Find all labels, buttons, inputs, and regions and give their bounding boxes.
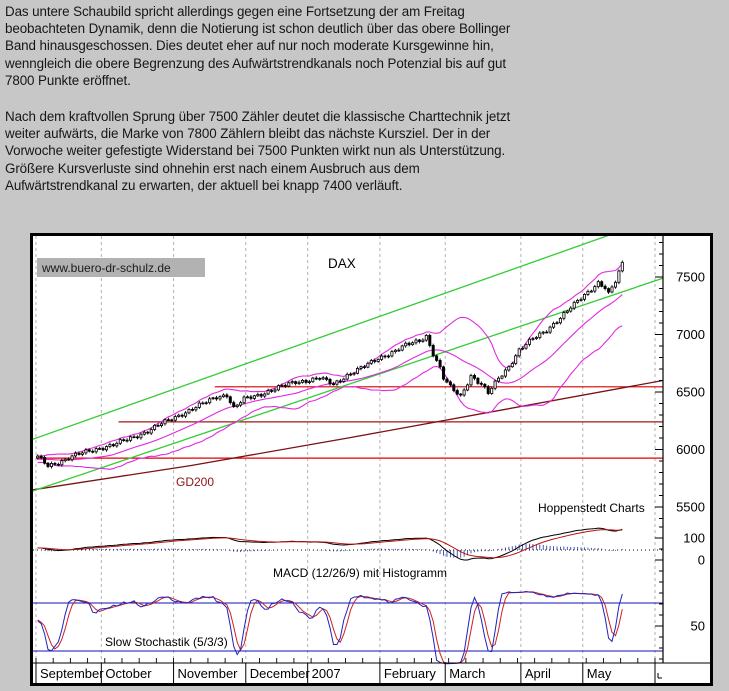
price-axis-label: 6500 xyxy=(676,385,705,400)
month-label: May xyxy=(587,666,612,681)
indicator-axis-label: 50 xyxy=(691,619,705,634)
trend-channel xyxy=(33,236,663,492)
paragraph-1: Das untere Schaubild spricht allerdings … xyxy=(5,3,510,89)
dax-chart: 7500 7000 6500 6000 5500 100 0 50 September Octo… xyxy=(30,233,713,686)
candlesticks xyxy=(36,260,624,469)
text-line: Vorwoche weiter gefestigte Widerstand be… xyxy=(5,143,506,159)
watermark-bg xyxy=(37,258,205,277)
text-line: Band hinausgeschossen. Dies deutet eher … xyxy=(5,38,494,54)
price-axis: 7500 7000 6500 6000 5500 100 0 50 xyxy=(655,236,705,663)
stochastic-panel xyxy=(33,590,663,665)
month-label: November xyxy=(178,666,239,681)
chart-title: DAX xyxy=(328,256,356,271)
gd200-label: GD200 xyxy=(176,475,214,489)
text-line: weiter aufwärts, die Marke von 7800 Zähl… xyxy=(5,126,491,142)
month-label: February xyxy=(384,666,437,681)
month-label: March xyxy=(449,666,485,681)
text-line: wenngleich die obere Begrenzung des Aufw… xyxy=(5,55,506,71)
price-axis-label: 5500 xyxy=(676,500,705,515)
month-label: 2007 xyxy=(312,666,341,681)
text-line: Größere Kursverluste sind ohnehin erst n… xyxy=(5,160,420,176)
month-axis: September October November December 2007 Febr… xyxy=(33,658,710,683)
paragraph-2: Nach dem kraftvollen Sprung über 7500 Zä… xyxy=(5,108,510,194)
text-line: beobachteten Dynamik, denn die Notierung… xyxy=(5,21,511,37)
intro-text: Das untere Schaubild spricht allerdings … xyxy=(5,3,510,213)
price-axis-label: 7000 xyxy=(676,327,705,342)
watermark: www.buero-dr-schulz.de xyxy=(41,261,171,275)
month-label: September xyxy=(40,666,104,681)
text-line: Aufwärtstrendkanal zu erwarten, der aktu… xyxy=(5,177,403,193)
price-axis-label: 6000 xyxy=(676,442,705,457)
gd200-line xyxy=(33,379,663,491)
month-label: April xyxy=(525,666,551,681)
price-axis-label: 7500 xyxy=(676,270,705,285)
macd-label: MACD (12/26/9) mit Histogramm xyxy=(273,566,447,580)
chart-canvas xyxy=(33,236,710,683)
text-line: Das untere Schaubild spricht allerdings … xyxy=(5,4,465,19)
stoch-label: Slow Stochastik (5/3/3) xyxy=(105,635,228,649)
month-label: October xyxy=(105,666,152,681)
text-line: 7800 Punkte eröffnet. xyxy=(5,72,131,88)
text-line: Nach dem kraftvollen Sprung über 7500 Zä… xyxy=(5,109,511,125)
indicator-axis-label: 100 xyxy=(683,531,705,546)
branding-label: Hoppenstedt Charts xyxy=(538,501,645,515)
macd-panel xyxy=(33,527,663,561)
month-label: December xyxy=(250,666,311,681)
indicator-axis-label: 0 xyxy=(698,553,705,568)
dax-chart-svg: 7500 7000 6500 6000 5500 100 0 50 September Octo… xyxy=(30,233,713,686)
